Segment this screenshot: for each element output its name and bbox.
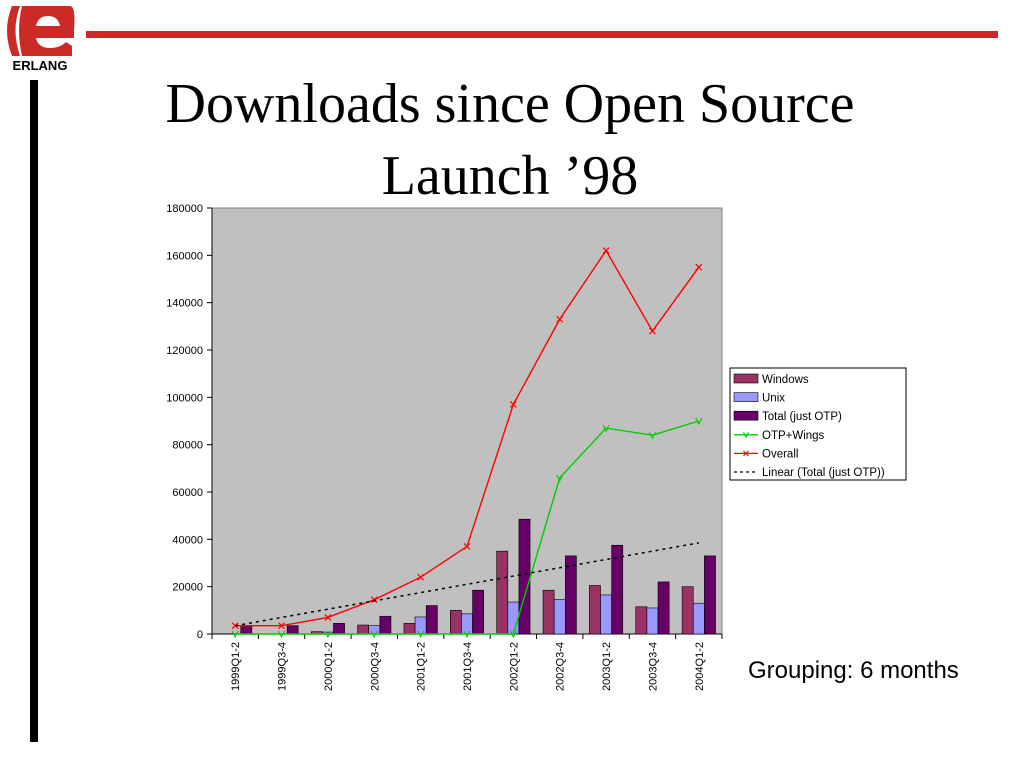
y-tick-label: 160000 <box>166 250 203 262</box>
bar-total-just-otp- <box>425 605 438 635</box>
legend-swatch-unix <box>733 392 759 402</box>
y-tick-label: 20000 <box>172 582 203 594</box>
title-line-1: Downloads since Open Source <box>165 73 855 135</box>
y-tick-label: 40000 <box>172 534 203 546</box>
x-tick-label: 1999Q3-4 <box>277 642 289 691</box>
y-tick-label: 80000 <box>172 440 203 452</box>
point-overall <box>463 543 471 550</box>
plot-area <box>211 207 723 635</box>
x-tick-label: 2002Q1-2 <box>508 642 520 691</box>
point-otp-wings <box>556 474 564 483</box>
point-otp-wings <box>417 630 425 639</box>
legend-swatch-windows <box>733 373 759 384</box>
x-tick-label: 2001Q1-2 <box>416 642 428 691</box>
page-title: Downloads since Open Source Launch ’98 <box>110 68 910 212</box>
point-overall <box>602 247 610 255</box>
bar-total-just-otp- <box>286 625 299 635</box>
grouping-caption: Grouping: 6 months <box>748 657 959 684</box>
x-tick-label: 2003Q1-2 <box>601 642 613 691</box>
bar-unix <box>600 594 612 635</box>
bar-total-just-otp- <box>704 555 716 635</box>
series-line-linear-total-just-otp <box>235 542 699 627</box>
x-tick-label: 2000Q1-2 <box>323 642 335 691</box>
title-line-2: Launch ’98 <box>381 145 639 207</box>
bar-windows <box>635 606 648 635</box>
x-tick-label: 2002Q3-4 <box>555 642 567 691</box>
point-otp-wings <box>463 630 471 639</box>
legend <box>729 367 907 481</box>
bar-windows <box>496 550 509 635</box>
logo-left-bracket <box>7 6 20 56</box>
bar-unix <box>692 602 705 635</box>
bar-total-just-otp- <box>564 555 577 635</box>
logo-text: ERLANG <box>13 58 68 73</box>
downloads-chart: 0 20000 40000 60000 80000 100000 120000 140000 1… <box>166 203 907 691</box>
bar-windows <box>542 589 555 635</box>
point-overall <box>695 263 703 271</box>
bar-unix <box>646 607 659 635</box>
point-otp-wings <box>370 630 378 639</box>
top-accent-rule <box>86 31 998 38</box>
point-overall <box>231 622 239 630</box>
point-overall <box>556 315 564 323</box>
side-rule <box>30 80 38 742</box>
bar-unix <box>553 599 566 635</box>
erlang-logo: ERLANG <box>7 6 75 73</box>
point-overall <box>278 622 285 630</box>
point-otp-wings <box>278 630 286 639</box>
y-tick-label: 120000 <box>166 345 203 357</box>
point-overall <box>324 614 332 621</box>
legend-label-windows: Windows <box>762 374 809 386</box>
x-tick-label: 2003Q3-4 <box>647 642 659 691</box>
legend-label-linear-total-just-otp: Linear (Total (just OTP)) <box>762 467 885 479</box>
y-tick-label: 0 <box>197 629 203 641</box>
bar-total-just-otp- <box>657 581 670 635</box>
legend-label-overall: Overall <box>762 448 798 460</box>
point-otp-wings <box>648 431 656 440</box>
point-otp-wings <box>324 630 332 639</box>
point-overall <box>417 573 425 581</box>
x-tick-label: 2000Q3-4 <box>369 642 381 691</box>
bar-total-just-otp- <box>240 625 253 635</box>
series-line-otp-wings <box>235 420 700 635</box>
y-tick-label: 60000 <box>172 487 203 499</box>
legend-label-unix: Unix <box>762 393 785 405</box>
bar-unix <box>368 625 381 635</box>
bar-windows <box>450 610 462 635</box>
bar-unix <box>461 613 473 635</box>
bar-windows <box>357 624 370 635</box>
point-overall <box>370 596 378 604</box>
point-otp-wings <box>231 630 239 639</box>
y-tick-label: 140000 <box>166 298 203 310</box>
bar-total-just-otp- <box>518 518 531 635</box>
point-overall <box>509 401 517 408</box>
bar-windows <box>589 585 601 635</box>
bar-unix <box>507 601 520 635</box>
legend-swatch-total-just-otp <box>733 410 759 421</box>
bar-windows <box>403 623 416 635</box>
logo-e-shape <box>19 6 75 56</box>
point-otp-wings <box>695 417 703 426</box>
bar-windows <box>681 586 694 635</box>
bar-total-just-otp- <box>472 589 484 635</box>
y-tick-label: 180000 <box>166 203 203 215</box>
x-tick-label: 2004Q1-2 <box>694 642 706 691</box>
point-otp-wings <box>602 424 610 433</box>
legend-marker-overall <box>743 450 749 457</box>
x-tick-label: 2001Q3-4 <box>462 642 474 691</box>
bar-total-just-otp- <box>379 615 392 635</box>
legend-marker-otp-wings <box>743 432 749 439</box>
legend-label-otp-wings: OTP+Wings <box>762 430 825 442</box>
bar-total-just-otp- <box>333 623 345 635</box>
x-tick-label: 1999Q1-2 <box>230 642 242 691</box>
point-otp-wings <box>509 630 517 639</box>
bar-unix <box>414 616 427 635</box>
y-tick-label: 100000 <box>166 392 203 404</box>
legend-label-total-just-otp: Total (just OTP) <box>762 411 842 423</box>
bar-total-just-otp- <box>611 544 624 635</box>
point-overall <box>649 327 656 335</box>
